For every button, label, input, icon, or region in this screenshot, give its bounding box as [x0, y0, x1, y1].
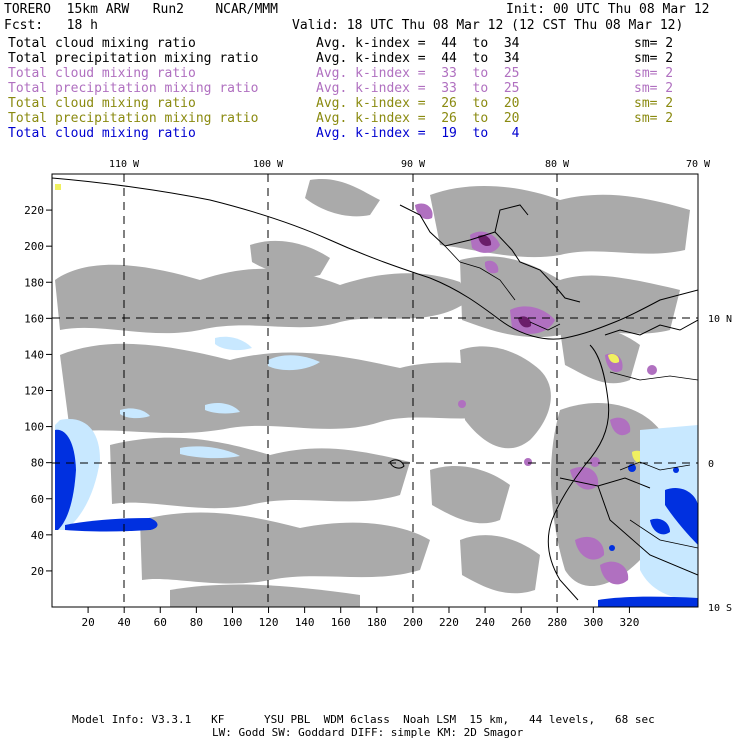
- x-tick-label: 120: [259, 616, 279, 629]
- footer-physics-info: LW: Godd SW: Goddard DIFF: simple KM: 2D…: [212, 726, 524, 739]
- y-tick-label: 20: [31, 565, 44, 578]
- x-tick-label: 300: [583, 616, 603, 629]
- legend-sm-2: sm= 2: [634, 51, 674, 66]
- legend-range-6: Avg. k-index = 26 to 20: [316, 111, 520, 126]
- longitude-label: 70 W: [686, 159, 711, 170]
- header-init: Init: 00 UTC Thu 08 Mar 12: [506, 2, 710, 17]
- cloud-field-gray: [55, 179, 690, 607]
- lat-lon-grid: [52, 174, 698, 607]
- y-tick-label: 120: [24, 385, 44, 398]
- legend-name-2: Total precipitation mixing ratio: [8, 51, 259, 66]
- x-tick-label: 240: [475, 616, 495, 629]
- y-tick-label: 180: [24, 276, 44, 289]
- latitude-labels: 10 N 0 10 S: [708, 314, 732, 614]
- x-tick-label: 320: [619, 616, 639, 629]
- x-tick-label: 160: [331, 616, 351, 629]
- legend-sm-4: sm= 2: [634, 81, 674, 96]
- legend-name-5: Total cloud mixing ratio: [8, 96, 196, 111]
- x-axis: 20 40 60 80 100 120 140 160 180 200 220 240 260 280 30…: [81, 607, 639, 629]
- legend-range-5: Avg. k-index = 26 to 20: [316, 96, 520, 111]
- header-fcst: Fcst: 18 h: [4, 18, 98, 33]
- legend-name-4: Total precipitation mixing ratio: [8, 81, 259, 96]
- y-tick-label: 40: [31, 529, 44, 542]
- y-tick-label: 100: [24, 421, 44, 434]
- legend-sm-3: sm= 2: [634, 66, 674, 81]
- y-axis: 20 40 60 80 100 120 140 160 180 200 220: [24, 204, 52, 578]
- longitude-labels: 110 W 100 W 90 W 80 W 70 W: [109, 159, 711, 170]
- x-tick-label: 280: [547, 616, 567, 629]
- y-tick-label: 140: [24, 348, 44, 361]
- legend-name-6: Total precipitation mixing ratio: [8, 111, 259, 126]
- y-tick-label: 60: [31, 493, 44, 506]
- x-tick-label: 100: [223, 616, 243, 629]
- longitude-label: 110 W: [109, 159, 140, 170]
- legend-name-1: Total cloud mixing ratio: [8, 36, 196, 51]
- y-tick-label: 160: [24, 312, 44, 325]
- legend-range-4: Avg. k-index = 33 to 25: [316, 81, 520, 96]
- header-title: TORERO 15km ARW Run2 NCAR/MMM: [4, 2, 278, 17]
- precip-field-dark-purple: [478, 235, 532, 328]
- latitude-label: 0: [708, 459, 714, 470]
- legend-range-7: Avg. k-index = 19 to 4: [316, 126, 520, 141]
- longitude-label: 90 W: [401, 159, 426, 170]
- y-tick-label: 220: [24, 204, 44, 217]
- x-tick-label: 260: [511, 616, 531, 629]
- legend-name-7: Total cloud mixing ratio: [8, 126, 196, 141]
- legend-range-3: Avg. k-index = 33 to 25: [316, 66, 520, 81]
- latitude-label: 10 N: [708, 314, 732, 325]
- x-tick-label: 80: [190, 616, 203, 629]
- legend-range-1: Avg. k-index = 44 to 34: [316, 36, 520, 51]
- x-tick-label: 140: [295, 616, 315, 629]
- footer-model-info: Model Info: V3.3.1 KF YSU PBL WDM 6class…: [72, 713, 655, 726]
- x-tick-label: 220: [439, 616, 459, 629]
- x-tick-label: 20: [81, 616, 94, 629]
- longitude-label: 80 W: [545, 159, 570, 170]
- x-tick-label: 40: [118, 616, 131, 629]
- legend-range-2: Avg. k-index = 44 to 34: [316, 51, 520, 66]
- legend-sm-5: sm= 2: [634, 96, 674, 111]
- cloud-field-blue: [55, 429, 698, 607]
- x-tick-label: 60: [154, 616, 167, 629]
- country-borders: [444, 245, 698, 549]
- legend-name-3: Total cloud mixing ratio: [8, 66, 196, 81]
- y-tick-label: 200: [24, 240, 44, 253]
- legend-sm-1: sm= 2: [634, 36, 674, 51]
- legend-sm-6: sm= 2: [634, 111, 674, 126]
- header-valid: Valid: 18 UTC Thu 08 Mar 12 (12 CST Thu …: [292, 18, 684, 33]
- x-tick-label: 200: [403, 616, 423, 629]
- latitude-label: 10 S: [708, 603, 732, 614]
- longitude-label: 100 W: [253, 159, 284, 170]
- x-tick-label: 180: [367, 616, 387, 629]
- y-tick-label: 80: [31, 457, 44, 470]
